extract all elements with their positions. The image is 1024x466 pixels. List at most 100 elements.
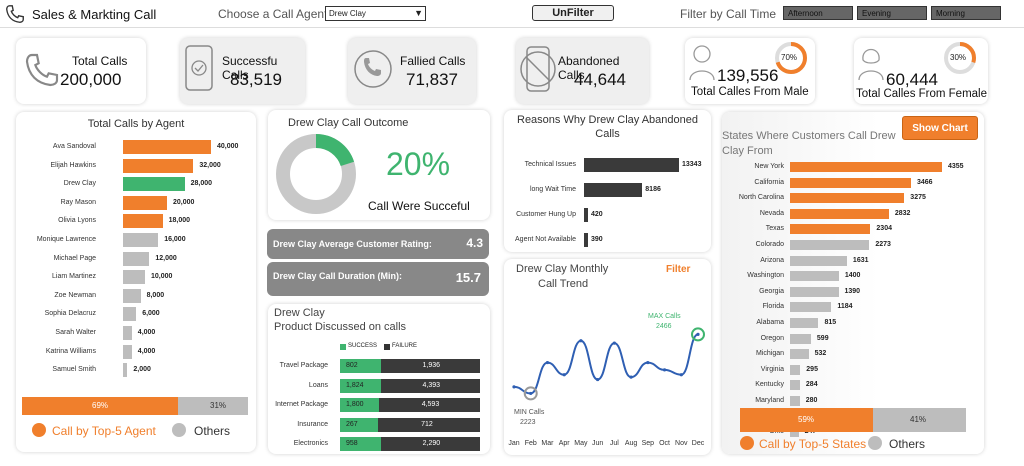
states-panel: States Where Customers Call Drew Clay Fr…	[722, 112, 984, 454]
state-name: Alabama	[756, 319, 784, 326]
time-morning-button[interactable]: Morning	[931, 6, 1001, 20]
female-pct: 30%	[950, 53, 967, 62]
states-split-bar: 59% 41%	[740, 408, 966, 432]
state-bar	[790, 208, 889, 219]
reason-bar	[584, 233, 588, 247]
state-value: 599	[816, 334, 829, 342]
state-value: 3466	[916, 178, 933, 186]
agent-value: 16,000	[164, 236, 186, 243]
unfilter-button[interactable]: UnFilter	[532, 5, 614, 21]
state-value: 815	[824, 319, 837, 326]
trend-point	[612, 341, 616, 345]
trend-line	[513, 333, 699, 395]
state-bar	[790, 162, 942, 172]
trend-month-label: Jun	[592, 440, 603, 447]
kpi-failed-label: Fallied Calls	[400, 54, 466, 68]
states-split-other-label: 41%	[910, 415, 927, 424]
product-failure-value: 4,393	[422, 381, 441, 389]
states-title-1: States Where Customers Call Drew	[722, 130, 896, 142]
trend-month-label: Oct	[659, 440, 670, 447]
outcome-title: Drew Clay Call Outcome	[288, 117, 409, 129]
outcome-panel: Drew Clay Call Outcome 20% Call Were Suc…	[268, 110, 490, 220]
agent-name: Samuel Smith	[52, 366, 96, 374]
phone-icon	[25, 53, 59, 87]
trend-point	[562, 373, 566, 377]
state-value: 1390	[844, 287, 861, 295]
state-bar	[790, 240, 870, 250]
agent-bar	[123, 140, 211, 154]
state-bar	[790, 177, 911, 188]
product-failure-bar	[381, 437, 480, 451]
product-success-value: 1,800	[346, 401, 364, 408]
duration-label: Drew Clay Call Duration (Min):	[273, 271, 403, 281]
trend-max-label: MAX Calls	[648, 313, 681, 320]
products-panel: Drew Clay Product Discussed on calls SUC…	[268, 304, 490, 454]
reason-value: 13343	[682, 161, 702, 168]
kpi-female-value: 60,444	[886, 70, 938, 89]
agent-value: 12,000	[155, 254, 177, 262]
state-name: Virginia	[760, 365, 784, 373]
reasons-panel: Reasons Why Drew Clay Abandoned Calls Te…	[504, 110, 711, 252]
trend-point	[696, 332, 700, 336]
trend-point	[629, 375, 633, 379]
time-afternoon-button[interactable]: Afternoon	[783, 6, 853, 20]
agent-value: 20,000	[173, 198, 195, 206]
agent-select[interactable]: Drew Clay ▼	[325, 6, 426, 21]
trend-point	[596, 377, 600, 382]
outcome-caption: Call Were Succeful	[368, 199, 470, 213]
state-value: 2304	[876, 225, 892, 233]
state-name: Oregon	[760, 334, 784, 342]
kpi-total-label: Total Calls	[72, 54, 128, 68]
state-name: Kentucky	[755, 381, 784, 389]
agent-name: Ray Mason	[60, 198, 96, 206]
state-name: Michigan	[755, 350, 784, 358]
kpi-total-value: 200,000	[60, 70, 122, 89]
product-success-value: 958	[346, 440, 358, 447]
trend-month-label: Aug	[625, 440, 638, 447]
rating-label: Drew Clay Average Customer Rating:	[273, 239, 432, 249]
state-bar	[790, 271, 839, 282]
time-evening-button[interactable]: Evening	[857, 6, 927, 20]
state-name: Nevada	[759, 209, 784, 217]
product-name: Insurance	[297, 420, 328, 428]
product-success-bar	[340, 378, 382, 393]
agent-bar	[123, 251, 150, 266]
trend-min-value: 2223	[520, 419, 536, 426]
product-failure-value: 2,290	[422, 440, 441, 447]
show-chart-button[interactable]: Show Chart	[902, 116, 978, 140]
products-title-2: Product Discussed on calls	[274, 321, 407, 333]
agent-name: Zoe Newman	[54, 291, 96, 299]
header-bar: Sales & Markting Call Choose a Call Agen…	[0, 0, 1024, 28]
agent-bar	[123, 177, 185, 192]
states-legend-top: Call by Top-5 States	[759, 437, 867, 451]
trend-filter-button[interactable]: Filter	[666, 264, 691, 275]
agent-name: Katrina Williams	[45, 347, 96, 355]
products-legend-failure: FAILURE	[392, 343, 418, 349]
state-name: Georgia	[759, 287, 784, 295]
state-name: New York	[754, 163, 784, 170]
state-name: Texas	[765, 225, 784, 233]
reasons-title-1: Reasons Why Drew Clay Abandoned	[517, 114, 698, 126]
products-title-1: Drew Clay	[274, 307, 325, 319]
agent-name: Sophia Delacruz	[44, 310, 96, 318]
product-failure-value: 4,593	[421, 401, 440, 408]
product-name: Travel Package	[279, 362, 328, 369]
agents-split-other-label: 31%	[210, 401, 227, 410]
legend-success-swatch	[340, 344, 346, 350]
agent-value: 4,000	[137, 329, 156, 336]
rating-card: Drew Clay Average Customer Rating: 4.3	[267, 229, 489, 259]
product-name: Internet Package	[275, 401, 328, 408]
state-value: 1400	[844, 272, 861, 280]
product-failure-value: 712	[421, 420, 433, 428]
product-success-bar	[340, 398, 380, 412]
state-bar	[790, 333, 811, 344]
kpi-abandoned-label: Abandoned Calls	[558, 54, 620, 82]
states-split-top-label: 59%	[798, 415, 815, 424]
product-name: Loans	[308, 381, 328, 389]
state-value: 532	[814, 350, 827, 358]
agent-name: Ava Sandoval	[52, 143, 96, 150]
female-user-icon	[858, 48, 884, 81]
reason-bar	[584, 183, 643, 197]
kpi-abandoned-value: 44,644	[574, 70, 626, 89]
states-legend-dot-other	[868, 436, 882, 450]
